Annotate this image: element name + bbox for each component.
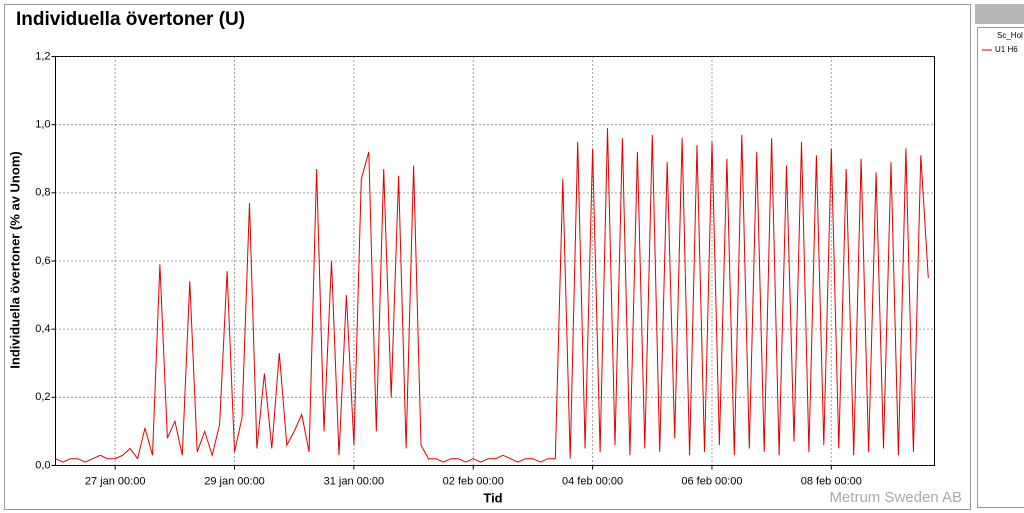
legend-title: Sc_Hol xyxy=(997,31,1023,40)
x-tick-label: 08 feb 00:00 xyxy=(801,475,862,487)
chart-frame xyxy=(4,4,971,510)
chart-title: Individuella övertoner (U) xyxy=(16,9,245,30)
legend-box xyxy=(977,27,1024,508)
y-tick-label: 0,4 xyxy=(35,323,50,335)
y-axis-label: Individuella övertoner (% av Unom) xyxy=(7,151,22,368)
y-tick-label: 0,8 xyxy=(35,187,50,199)
x-axis-label: Tid xyxy=(483,490,502,505)
x-tick-label: 04 feb 00:00 xyxy=(562,475,623,487)
y-tick-label: 1,2 xyxy=(35,50,50,62)
x-tick-label: 06 feb 00:00 xyxy=(681,475,742,487)
x-tick-label: 02 feb 00:00 xyxy=(443,475,504,487)
x-tick-label: 27 jan 00:00 xyxy=(85,475,146,487)
y-tick-label: 1,0 xyxy=(35,119,50,131)
watermark: Metrum Sweden AB xyxy=(829,489,962,506)
legend-label: U1 H6 xyxy=(995,45,1018,54)
x-tick-label: 29 jan 00:00 xyxy=(204,475,265,487)
series-line xyxy=(55,128,929,463)
panel-header xyxy=(975,4,1024,24)
y-tick-label: 0,0 xyxy=(35,459,50,471)
x-tick-label: 31 jan 00:00 xyxy=(324,475,385,487)
y-tick-label: 0,6 xyxy=(35,255,50,267)
y-tick-label: 0,2 xyxy=(35,391,50,403)
